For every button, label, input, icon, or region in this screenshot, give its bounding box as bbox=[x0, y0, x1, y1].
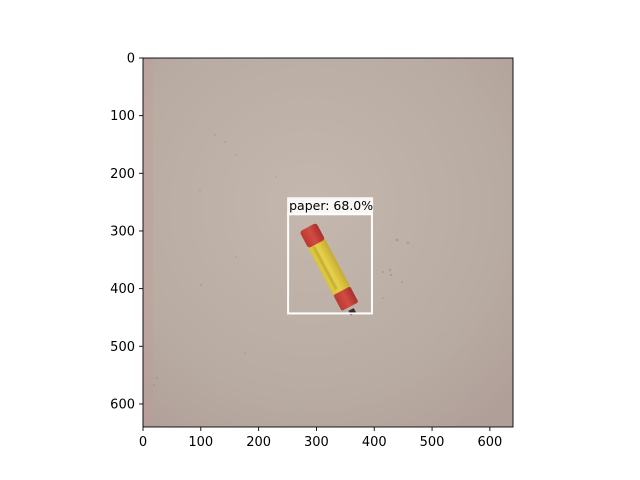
x-axis: 0 100 200 300 400 500 600 bbox=[139, 427, 502, 450]
detection-label-background bbox=[287, 197, 374, 215]
y-tick-label: 400 bbox=[110, 282, 135, 297]
x-tick-label: 500 bbox=[420, 435, 445, 450]
surface-specks bbox=[153, 134, 441, 386]
x-tick-label: 200 bbox=[246, 435, 271, 450]
x-tick-label: 0 bbox=[139, 435, 147, 450]
photo-image bbox=[143, 58, 513, 427]
detection-label: paper: 68.0% bbox=[289, 198, 373, 213]
y-tick-label: 0 bbox=[127, 52, 135, 67]
y-tick-label: 600 bbox=[110, 397, 135, 412]
y-tick-label: 500 bbox=[110, 340, 135, 355]
y-tick-label: 300 bbox=[110, 224, 135, 239]
y-tick-label: 100 bbox=[110, 109, 135, 124]
x-tick-label: 100 bbox=[188, 435, 213, 450]
highlighter-pen bbox=[300, 223, 358, 316]
x-tick-label: 300 bbox=[304, 435, 329, 450]
x-tick-label: 400 bbox=[362, 435, 387, 450]
y-axis: 0 100 200 300 400 500 600 bbox=[110, 52, 143, 412]
x-tick-label: 600 bbox=[477, 435, 502, 450]
plot-frame bbox=[142, 57, 514, 428]
y-tick-label: 200 bbox=[110, 167, 135, 182]
